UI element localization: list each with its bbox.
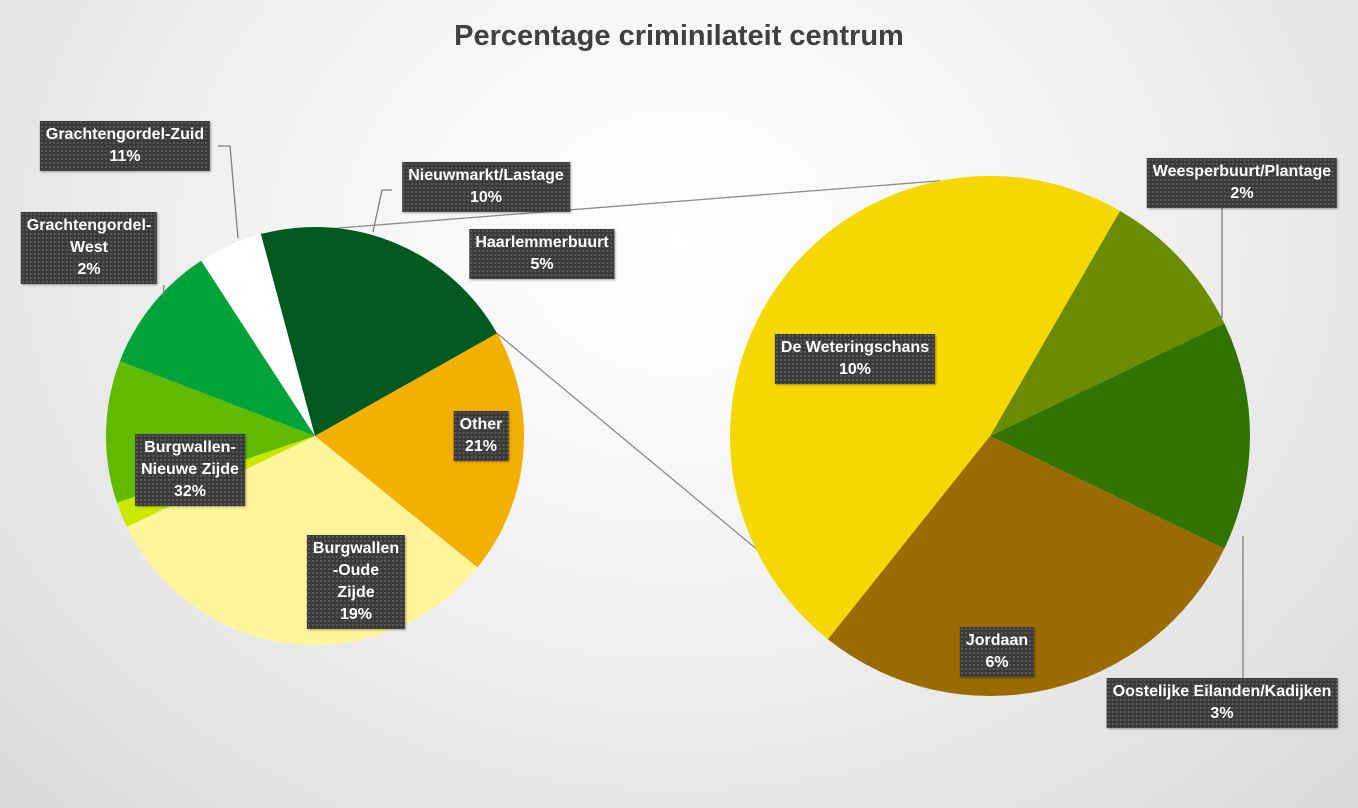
data-label-category: Grachtengordel- xyxy=(26,217,152,234)
secondary-pie-slice-3 xyxy=(729,175,1120,640)
primary-pie-data-label-0: Haarlemmerbuurt 5% xyxy=(469,229,615,279)
data-label-category: Weesperbuurt/Plantage xyxy=(1152,163,1332,180)
primary-pie-slice-2 xyxy=(315,333,524,568)
data-label-value: 3% xyxy=(1210,705,1234,722)
data-label-category: Burgwallen xyxy=(312,540,400,557)
data-label-category: West xyxy=(70,239,108,256)
primary-pie-data-label-6: Nieuwmarkt/Lastage 10% xyxy=(402,162,570,212)
data-label-category: Nieuwe Zijde xyxy=(141,461,239,478)
data-label-category: Zijde xyxy=(337,584,375,601)
secondary-pie-slice-0 xyxy=(990,210,1225,436)
secondary-pie-data-label-0: Weesperbuurt/Plantage 2% xyxy=(1146,158,1338,208)
data-label-value: 10% xyxy=(469,189,503,206)
secondary-pie-slice-2 xyxy=(827,436,1225,697)
primary-pie-leader-line-6 xyxy=(372,189,392,233)
data-label-value: 32% xyxy=(173,483,207,500)
data-label-category: -Oude xyxy=(332,562,380,579)
primary-pie-data-label-2: Burgwallen -Oude Zijde 19% xyxy=(306,535,406,629)
data-label-value: 2% xyxy=(77,261,101,278)
data-label-category: Haarlemmerbuurt xyxy=(475,234,609,251)
data-label-category: Oostelijke Eilanden/Kadijken xyxy=(1112,683,1332,700)
secondary-pie-data-label-3: De Weteringschans 10% xyxy=(774,334,936,384)
secondary-pie-slice-1 xyxy=(990,323,1250,549)
data-label-category: Other xyxy=(459,416,503,433)
data-label-category: Jordaan xyxy=(965,632,1029,649)
primary-pie-leader-line-5 xyxy=(218,145,239,239)
data-label-value: 11% xyxy=(109,148,141,165)
primary-pie-data-label-4: Grachtengordel- West 2% xyxy=(20,212,158,284)
primary-pie-data-label-1: Other 21% xyxy=(453,411,509,461)
data-label-category: De Weteringschans xyxy=(780,339,930,356)
data-label-category: Burgwallen- xyxy=(144,439,236,456)
primary-pie-leader-line-4 xyxy=(162,284,165,299)
secondary-pie-data-label-2: Jordaan 6% xyxy=(959,627,1035,677)
data-label-value: 19% xyxy=(339,606,373,623)
data-label-category: Grachtengordel-Zuid xyxy=(45,126,205,143)
primary-pie-data-label-5: Grachtengordel-Zuid 11% xyxy=(39,121,211,171)
primary-pie-data-label-3: Burgwallen- Nieuwe Zijde 32% xyxy=(135,434,245,506)
secondary-pie-data-label-1: Oostelijke Eilanden/Kadijken 3% xyxy=(1106,678,1338,728)
data-label-value: 10% xyxy=(838,361,872,378)
chart-title: Percentage criminilateit centrum xyxy=(454,20,904,52)
data-label-value: 5% xyxy=(530,256,554,273)
data-label-value: 2% xyxy=(1230,185,1254,202)
data-label-value: 6% xyxy=(985,654,1009,671)
data-label-category: Nieuwmarkt/Lastage xyxy=(408,167,564,184)
data-label-value: 21% xyxy=(464,438,498,455)
primary-pie-slice-1 xyxy=(260,227,498,436)
primary-pie-slice-6 xyxy=(119,260,316,436)
primary-pie-slice-0 xyxy=(201,234,315,436)
